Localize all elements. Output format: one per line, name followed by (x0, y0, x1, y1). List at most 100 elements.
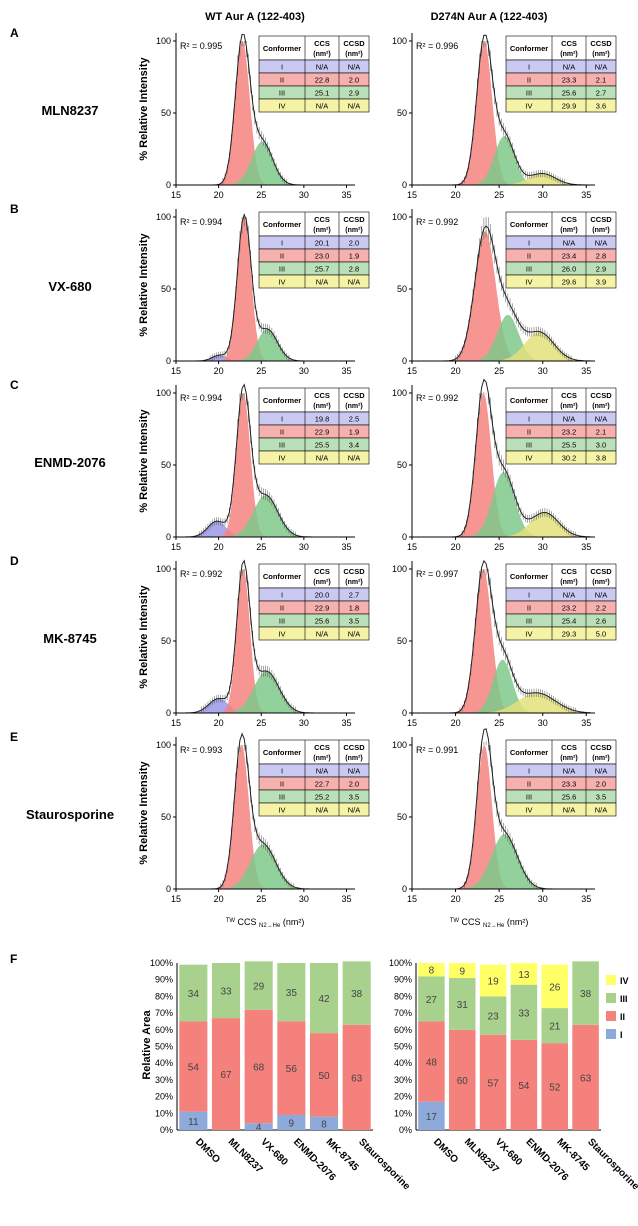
table-cell: N/A (348, 278, 361, 287)
ims-panel: 15 20 25 30 35 0 50 100 R² = 0.997 Conformer CCS (n… (392, 559, 617, 728)
table-cell: 22.9 (315, 428, 330, 437)
bar-data-label: 38 (580, 989, 592, 1000)
x-tick-label: 35 (341, 190, 351, 200)
table-cell: N/A (595, 591, 608, 600)
table-cell: N/A (595, 415, 608, 424)
bar-data-label: 67 (220, 1070, 232, 1081)
table-cell: N/A (348, 767, 361, 776)
conformer-table: Conformer CCS (nm²) CCSD (nm²) I N/A N/A II 23.4 2… (505, 211, 617, 289)
gaussian-fill (176, 141, 355, 185)
table-cell: II (527, 604, 531, 613)
table-cell: II (527, 780, 531, 789)
table-header-ccs: CCS (561, 567, 577, 576)
table-header-ccs-unit: (nm²) (313, 755, 331, 762)
y-axis-label: % Relative Intensity (138, 232, 150, 336)
bar-segment (418, 1021, 445, 1102)
bar-data-label: 60 (457, 1076, 469, 1087)
table-header-ccsd: CCSD (343, 567, 365, 576)
table-header-ccs-unit: (nm²) (313, 51, 331, 58)
conformer-table: Conformer CCS (nm²) CCSD (nm²) I N/A N/A II 22.8 2… (258, 35, 370, 113)
table-cell: 2.7 (596, 89, 606, 98)
table-cell: N/A (348, 454, 361, 463)
table-header-ccs: CCS (561, 391, 577, 400)
table-cell: III (279, 617, 285, 626)
x-axis-label-wt: TW CCS N2→He (nm²) (226, 917, 305, 929)
table-cell: I (281, 239, 283, 248)
bar-y-tick-label: 30% (155, 1075, 173, 1085)
gaussian-fill (412, 472, 595, 537)
r2-label: R² = 0.993 (180, 745, 222, 755)
table-cell: 3.4 (349, 441, 359, 450)
table-cell: II (280, 780, 284, 789)
table-row (258, 98, 370, 113)
bar-data-label: 33 (220, 987, 232, 998)
table-cell: 3.5 (349, 617, 359, 626)
x-axis-label-main: CCS (235, 917, 259, 927)
y-axis-label: % Relative Intensity (138, 760, 150, 864)
table-header-conformer: Conformer (263, 572, 301, 581)
x-tick-label: 35 (341, 542, 351, 552)
table-cell: 23.2 (562, 604, 577, 613)
ims-panel: 15 20 25 30 35 0 50 100 R² = 0.996 Conformer CCS (n… (392, 33, 617, 200)
bar-data-label: 33 (518, 1008, 530, 1019)
bar-y-tick-label: 70% (155, 1008, 173, 1018)
table-cell: 23.3 (562, 76, 577, 85)
bar-y-tick-label: 40% (394, 1058, 412, 1068)
table-header-ccs: CCS (561, 743, 577, 752)
gaussian-fill (412, 314, 595, 361)
table-cell: III (526, 441, 532, 450)
table-header-ccs-unit: (nm²) (560, 403, 578, 410)
table-cell: 2.1 (596, 428, 606, 437)
table-cell: 29.9 (562, 102, 577, 111)
bar-y-tick-label: 0% (160, 1125, 173, 1135)
bar-data-label: 50 (318, 1071, 330, 1082)
bar-segment (309, 1033, 339, 1117)
bar-segment (479, 996, 507, 1035)
bar-segment (179, 1021, 208, 1112)
x-tick-label: 35 (581, 894, 591, 904)
y-tick-label: 100 (392, 740, 407, 750)
conformer-table: Conformer CCS (nm²) CCSD (nm²) I N/A N/A II 23.2 2… (505, 563, 617, 641)
bar-segment (510, 1039, 538, 1130)
y-tick-label: 100 (156, 388, 171, 398)
table-cell: 25.2 (315, 793, 330, 802)
table-header-conformer: Conformer (510, 220, 548, 229)
table-row (505, 274, 617, 289)
bar-segment (309, 963, 339, 1034)
table-cell: 3.8 (596, 454, 606, 463)
bar-y-tick-label: 60% (394, 1025, 412, 1035)
table-cell: N/A (563, 239, 576, 248)
gaussian-fill (176, 844, 355, 889)
table-cell: III (279, 265, 285, 274)
table-cell: III (526, 265, 532, 274)
table-cell: 22.7 (315, 780, 330, 789)
legend-swatch-II (606, 1011, 616, 1021)
y-tick-label: 0 (166, 708, 171, 718)
table-header-ccs-unit: (nm²) (313, 227, 331, 234)
bar-data-label: 38 (351, 989, 363, 1000)
table-header-ccsd-unit: (nm²) (345, 579, 363, 586)
table-header-conformer: Conformer (263, 220, 301, 229)
table-cell: N/A (316, 767, 329, 776)
table-cell: 3.5 (349, 793, 359, 802)
bar-y-tick-label: 80% (394, 991, 412, 1001)
conformer-table: Conformer CCS (nm²) CCSD (nm²) I 19.8 2.5 II 22.9… (258, 387, 370, 465)
table-cell: 29.3 (562, 630, 577, 639)
bar-data-label: 27 (426, 995, 438, 1006)
table-row (505, 98, 617, 113)
table-cell: IV (278, 806, 285, 815)
ims-panel: 15 20 25 30 35 0 50 100 % Relative Intensity R² =… (138, 732, 370, 904)
ims-panel: 15 20 25 30 35 0 50 100 % Relative Intensity R² =… (138, 559, 370, 728)
table-cell: 2.0 (596, 780, 606, 789)
bar-category-label: Staurosporine (585, 1137, 638, 1193)
table-header-bg (505, 739, 617, 765)
table-cell: IV (525, 806, 532, 815)
x-tick-label: 15 (407, 366, 417, 376)
ims-panel: 15 20 25 30 35 0 50 100 R² = 0.992 Conformer CCS (n… (392, 209, 617, 376)
bar-segment (479, 1034, 507, 1130)
bar-y-tick-label: 80% (155, 991, 173, 1001)
table-cell: 3.6 (596, 102, 606, 111)
x-tick-label: 20 (214, 542, 224, 552)
